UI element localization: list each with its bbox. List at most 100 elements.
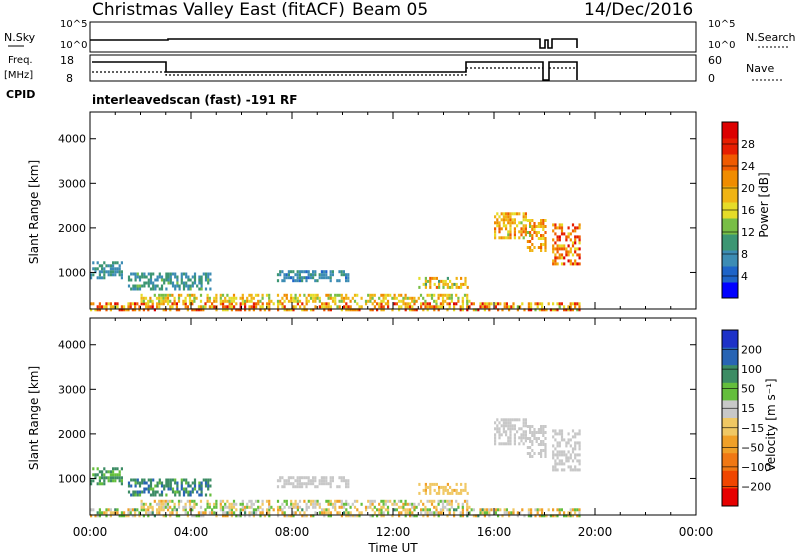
data-cell — [574, 235, 577, 239]
data-cell — [298, 270, 301, 274]
data-cell — [198, 281, 201, 285]
data-cell — [309, 482, 312, 486]
data-cell — [204, 493, 208, 497]
data-cell — [522, 421, 525, 425]
data-cell — [239, 308, 242, 312]
data-cell — [261, 499, 264, 503]
data-cell — [345, 511, 348, 515]
data-cell — [510, 305, 513, 309]
data-cell — [327, 511, 330, 515]
data-cell — [301, 308, 304, 312]
data-cell — [167, 272, 170, 276]
data-cell — [393, 508, 396, 512]
data-cell — [336, 293, 339, 297]
data-cell — [193, 487, 197, 491]
data-cell — [422, 302, 425, 306]
velocity-colorbar-label: Velocity [m s⁻¹] — [764, 378, 778, 471]
data-cell — [131, 508, 134, 512]
data-cell — [513, 236, 516, 240]
data-cell — [114, 508, 117, 512]
data-cell — [428, 508, 431, 512]
data-cell — [186, 514, 189, 518]
data-cell — [340, 299, 343, 303]
data-cell — [395, 502, 398, 506]
data-cell — [130, 478, 133, 482]
data-cell — [250, 511, 253, 515]
data-cell — [283, 293, 286, 297]
data-cell — [494, 442, 497, 446]
data-cell — [439, 511, 442, 515]
data-cell — [167, 281, 170, 285]
data-cell — [325, 476, 328, 480]
data-cell — [204, 272, 208, 276]
data-cell — [393, 296, 396, 300]
data-cell — [230, 305, 233, 309]
data-cell — [533, 222, 536, 225]
data-cell — [347, 485, 350, 489]
data-cell — [107, 264, 110, 268]
data-cell — [430, 502, 434, 506]
data-cell — [560, 223, 564, 227]
data-cell — [180, 484, 183, 488]
data-cell — [413, 505, 416, 509]
data-cell — [483, 305, 486, 309]
data-cell — [323, 308, 326, 312]
data-cell — [556, 456, 559, 460]
data-cell — [574, 302, 577, 306]
data-cell — [191, 508, 194, 512]
data-cell — [151, 508, 154, 512]
data-cell — [184, 511, 187, 515]
data-cell — [384, 296, 387, 300]
data-cell — [277, 511, 280, 515]
data-cell — [198, 481, 201, 485]
data-cell — [530, 305, 533, 309]
data-cell — [522, 433, 525, 437]
data-cell — [494, 305, 497, 309]
data-cell — [96, 467, 99, 471]
data-cell — [563, 232, 566, 236]
data-cell — [235, 508, 238, 512]
data-cell — [439, 293, 442, 297]
data-cell — [197, 514, 200, 518]
data-cell — [318, 305, 321, 309]
data-cell — [406, 305, 409, 309]
data-cell — [118, 514, 121, 518]
data-cell — [540, 249, 543, 252]
data-cell — [292, 308, 295, 312]
data-cell — [438, 279, 441, 283]
data-cell — [202, 514, 205, 518]
data-cell — [130, 272, 133, 276]
data-cell — [556, 432, 559, 436]
data-cell — [560, 462, 564, 466]
data-cell — [397, 505, 401, 509]
data-cell — [248, 308, 251, 312]
data-cell — [283, 273, 286, 277]
data-cell — [542, 440, 545, 443]
data-cell — [417, 502, 420, 506]
data-cell — [120, 270, 123, 274]
nave-tick-high: 60 — [708, 54, 722, 67]
data-cell — [175, 508, 178, 512]
data-cell — [549, 308, 552, 312]
data-cell — [569, 514, 572, 518]
data-cell — [230, 502, 233, 506]
data-cell — [503, 511, 506, 515]
data-cell — [502, 430, 505, 434]
data-cell — [248, 499, 251, 503]
data-cell — [290, 514, 293, 518]
data-cell — [552, 250, 555, 254]
data-cell — [116, 467, 119, 471]
data-cell — [402, 508, 405, 512]
data-cell — [538, 308, 541, 312]
data-cell — [576, 432, 579, 436]
data-cell — [496, 224, 499, 228]
data-cell — [552, 229, 555, 233]
data-cell — [529, 219, 532, 222]
data-cell — [112, 473, 115, 477]
data-cell — [116, 305, 119, 309]
data-cell — [426, 308, 429, 312]
data-cell — [248, 514, 251, 518]
data-cell — [185, 281, 188, 285]
data-cell — [351, 514, 354, 518]
data-cell — [578, 302, 581, 306]
